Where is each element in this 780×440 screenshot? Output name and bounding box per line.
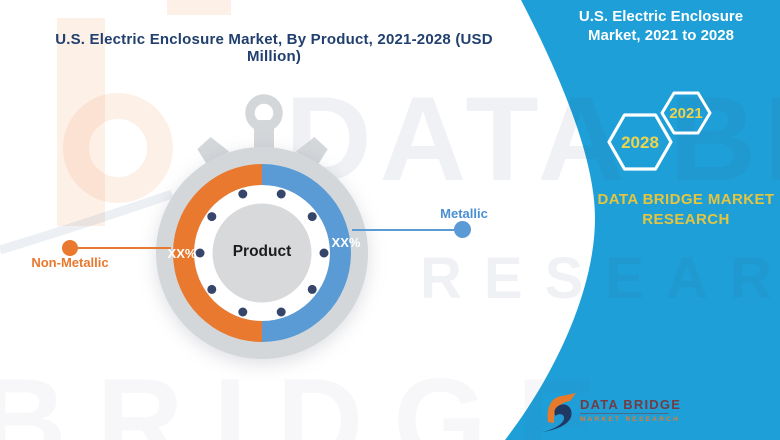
hexagon-2028-icon xyxy=(607,113,673,171)
donut-center-label: Product xyxy=(232,243,292,260)
dial-center-disc xyxy=(212,203,312,303)
panel-title: U.S. Electric Enclosure Market, 2021 to … xyxy=(549,7,773,45)
metallic-marker-dot xyxy=(454,221,471,238)
watermark-swoosh xyxy=(0,189,174,255)
watermark-line2: RESEARCH xyxy=(420,246,780,311)
metallic-callout-label: Metallic xyxy=(440,206,488,221)
logo-tagline: MARKET RESEARCH xyxy=(580,416,681,423)
watermark-b-stem xyxy=(57,18,105,226)
hexagon-year-2021: 2021 xyxy=(669,105,703,122)
page-title: U.S. Electric Enclosure Market, By Produ… xyxy=(55,31,493,65)
logo-navy-swoosh xyxy=(542,404,572,432)
databridge-logo-icon xyxy=(542,393,576,432)
metallic-value-label: XX% xyxy=(331,235,361,250)
watermark-line3: BRIDGE xyxy=(0,354,627,440)
hexagon-year-2028: 2028 xyxy=(621,133,659,152)
non-metallic-callout-label: Non-Metallic xyxy=(31,255,109,270)
crown-stem xyxy=(254,126,274,150)
brand-line2: RESEARCH xyxy=(642,211,730,228)
watermark-b-bowl xyxy=(63,93,173,203)
panel-title-line1: U.S. Electric Enclosure xyxy=(578,8,744,25)
brand-wordmark: DATA BRIDGE MARKET RESEARCH xyxy=(583,190,780,230)
non-metallic-leader-line xyxy=(71,247,171,249)
non-metallic-value-label: XX% xyxy=(167,246,197,261)
crown-tab xyxy=(259,120,269,129)
segment-metallic xyxy=(262,164,351,342)
logo-name: DATA BRIDGE xyxy=(580,397,682,412)
watermark-corner-shape xyxy=(167,0,231,15)
side-panel-shape xyxy=(505,0,780,440)
left-pusher-button xyxy=(197,137,230,169)
brand-line1: DATA BRIDGE MARKET xyxy=(597,191,775,208)
dial-dots xyxy=(195,189,329,317)
timeline-hexagons xyxy=(607,91,712,171)
metallic-leader-line xyxy=(352,229,455,231)
non-metallic-marker-dot xyxy=(62,240,78,256)
right-pusher-button xyxy=(295,137,328,169)
logo-orange-ribbon xyxy=(547,393,576,423)
hexagon-2021-icon xyxy=(660,91,712,135)
panel-title-line2: Market, 2021 to 2028 xyxy=(588,27,734,44)
segment-non-metallic xyxy=(173,164,262,342)
logo-divider xyxy=(580,413,669,414)
